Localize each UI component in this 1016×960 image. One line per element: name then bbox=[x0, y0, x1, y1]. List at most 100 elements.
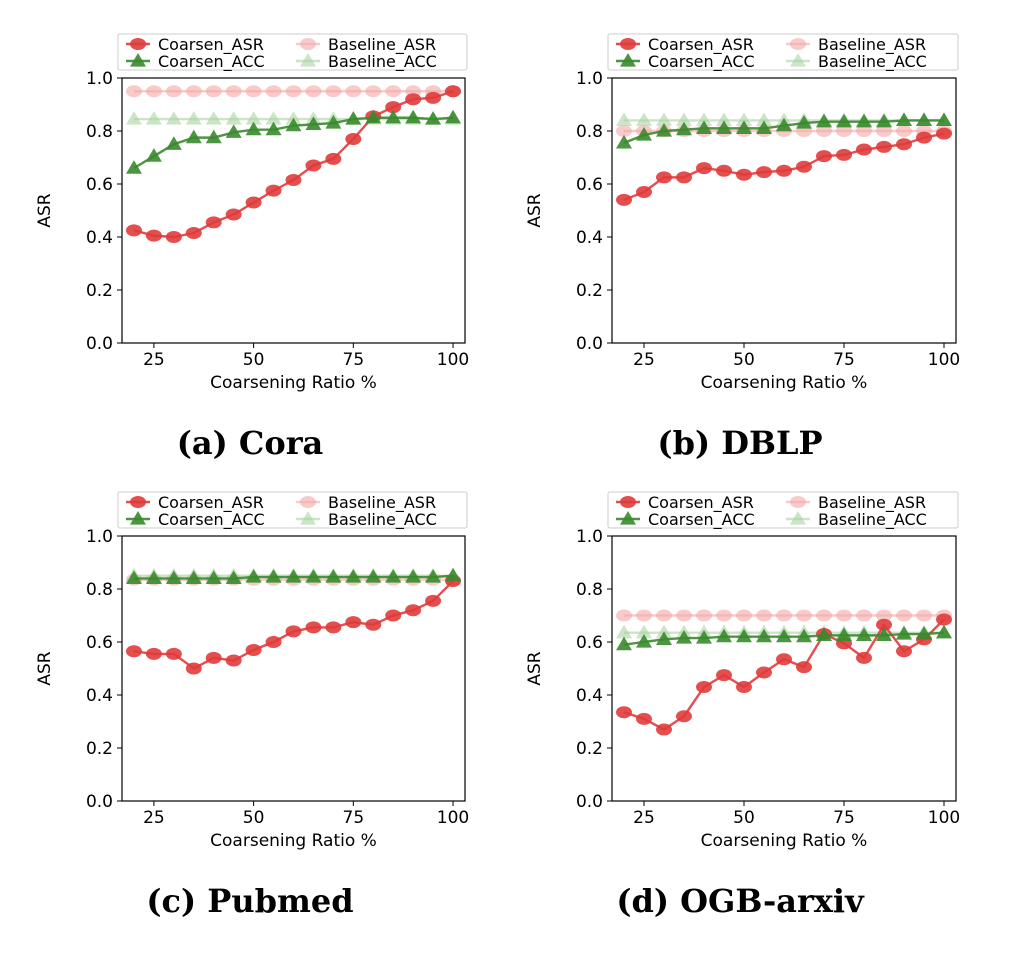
data-point bbox=[205, 85, 222, 98]
data-point bbox=[365, 85, 382, 98]
data-point bbox=[265, 111, 282, 125]
data-point bbox=[856, 627, 872, 641]
data-point bbox=[616, 706, 632, 719]
data-point bbox=[225, 570, 242, 584]
data-point bbox=[125, 570, 142, 584]
y-tick-label: 0.4 bbox=[576, 686, 603, 706]
legend-marker bbox=[620, 53, 636, 67]
data-point bbox=[345, 132, 362, 145]
data-point bbox=[736, 112, 752, 126]
data-point bbox=[876, 113, 892, 128]
data-point bbox=[245, 85, 262, 98]
data-point bbox=[856, 113, 872, 128]
data-point bbox=[636, 634, 652, 648]
data-point bbox=[385, 109, 402, 124]
data-point bbox=[856, 651, 872, 664]
data-point bbox=[325, 152, 342, 165]
legend-entry-coarsen-asr: Coarsen_ASR bbox=[616, 493, 754, 513]
data-point bbox=[225, 111, 242, 125]
data-point bbox=[716, 609, 732, 622]
data-point bbox=[205, 651, 222, 664]
data-point bbox=[876, 618, 892, 631]
data-point bbox=[345, 616, 362, 629]
data-point bbox=[636, 185, 652, 198]
legend: Coarsen_ASR Baseline_ASR Coarsen_ACC Baseli… bbox=[117, 33, 468, 72]
data-point bbox=[425, 569, 442, 583]
x-tick-label: 100 bbox=[437, 808, 469, 828]
subfigure-caption: (d) OGB-arxiv bbox=[616, 882, 865, 920]
legend-marker bbox=[620, 511, 636, 525]
x-axis-label: Coarsening Ratio % bbox=[701, 831, 868, 851]
x-tick-label: 100 bbox=[928, 350, 960, 370]
data-point bbox=[816, 627, 832, 641]
legend-entry-coarsen-acc: Coarsen_ACC bbox=[616, 510, 755, 530]
legend-label: Baseline_ASR bbox=[328, 493, 436, 513]
y-tick-label: 0.8 bbox=[576, 122, 603, 142]
series-line bbox=[133, 580, 454, 670]
data-point bbox=[205, 570, 222, 584]
legend-entry-coarsen-asr: Coarsen_ASR bbox=[126, 493, 264, 513]
data-point bbox=[145, 229, 162, 242]
data-point bbox=[936, 112, 952, 126]
y-axis-label: ASR bbox=[35, 193, 55, 227]
data-point bbox=[656, 123, 672, 137]
subfigure-caption: (b) DBLP bbox=[657, 424, 822, 462]
data-point bbox=[896, 125, 912, 137]
data-point bbox=[325, 621, 342, 634]
x-tick-label: 25 bbox=[633, 350, 655, 370]
legend-marker bbox=[790, 496, 806, 508]
data-point bbox=[676, 121, 692, 136]
data-point bbox=[696, 630, 712, 644]
data-point bbox=[245, 569, 262, 583]
legend-label: Coarsen_ACC bbox=[648, 510, 755, 530]
series-coarsen-acc bbox=[616, 624, 952, 651]
data-point bbox=[165, 570, 182, 584]
x-tick-label: 25 bbox=[143, 350, 165, 370]
chart-panel-3: 25 50 75 100 0.0 0.2 0.4 0.6 0.8 1.0 Coarsening Ra… bbox=[525, 491, 960, 920]
data-point bbox=[936, 624, 952, 639]
data-point bbox=[616, 609, 632, 622]
data-point bbox=[696, 120, 712, 134]
data-point bbox=[716, 120, 732, 134]
data-point bbox=[896, 645, 912, 658]
data-point bbox=[285, 625, 302, 638]
data-point bbox=[616, 624, 632, 639]
data-point bbox=[185, 570, 202, 584]
data-point bbox=[305, 85, 322, 98]
legend-label: Coarsen_ASR bbox=[158, 493, 264, 513]
data-point bbox=[185, 227, 202, 240]
data-point bbox=[656, 723, 672, 736]
data-point bbox=[796, 115, 812, 129]
data-point bbox=[776, 609, 792, 622]
data-point bbox=[716, 628, 732, 643]
plot-frame bbox=[611, 77, 957, 344]
data-point bbox=[896, 138, 912, 151]
legend-box bbox=[607, 491, 959, 529]
y-tick-label: 0.6 bbox=[86, 175, 113, 195]
x-tick-label: 50 bbox=[733, 808, 755, 828]
y-tick-label: 0.0 bbox=[86, 792, 113, 812]
data-point bbox=[445, 109, 462, 124]
data-point bbox=[385, 569, 402, 583]
data-point bbox=[916, 609, 932, 622]
series-baseline-asr bbox=[616, 609, 952, 622]
y-tick-label: 0.0 bbox=[86, 334, 113, 354]
data-point bbox=[616, 636, 632, 651]
data-point bbox=[285, 569, 302, 583]
data-point bbox=[636, 609, 652, 622]
x-tick-label: 75 bbox=[833, 350, 855, 370]
legend-label: Baseline_ACC bbox=[328, 510, 437, 530]
data-point bbox=[736, 628, 752, 643]
data-point bbox=[816, 150, 832, 163]
data-point bbox=[636, 624, 652, 639]
legend-marker bbox=[620, 496, 636, 508]
data-point bbox=[425, 91, 442, 104]
plot-frame bbox=[121, 77, 466, 344]
legend-marker bbox=[130, 496, 146, 508]
data-point bbox=[125, 224, 142, 237]
data-point bbox=[636, 712, 652, 725]
y-tick-label: 0.0 bbox=[576, 792, 603, 812]
legend-entry-baseline-acc: Baseline_ACC bbox=[296, 510, 437, 530]
data-point bbox=[776, 628, 792, 643]
subfigure-caption: (a) Cora bbox=[177, 424, 324, 462]
